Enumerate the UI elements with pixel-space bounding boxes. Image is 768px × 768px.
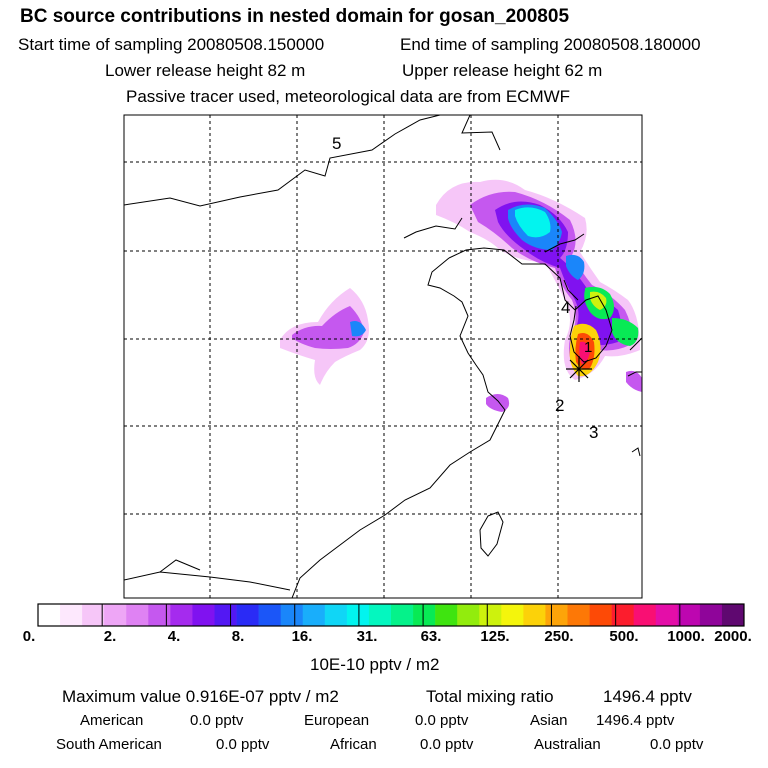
colorbar-swatch	[60, 604, 83, 626]
colorbar-tick: 2000.	[714, 628, 752, 645]
colorbar-swatch	[501, 604, 524, 626]
colorbar-swatch	[721, 604, 745, 626]
colorbar-swatch	[38, 604, 61, 626]
colorbar-swatch	[545, 604, 568, 626]
map-frame	[123, 114, 643, 599]
receptor-star-icon	[566, 356, 592, 382]
coastlines	[124, 115, 642, 598]
african-label: African	[330, 736, 377, 753]
colorbar-tick: 8.	[231, 628, 245, 645]
max-value-label: Maximum value 0.916E-07 pptv / m2	[62, 687, 339, 706]
colorbar-swatch	[324, 604, 348, 626]
graticule	[124, 115, 642, 598]
colorbar	[38, 604, 745, 626]
colorbar-swatch	[567, 604, 590, 626]
region-label-1: 1	[584, 339, 592, 356]
end-time-label: End time of sampling 20080508.180000	[400, 35, 701, 54]
colorbar-swatch	[699, 604, 723, 626]
colorbar-swatch	[280, 604, 304, 626]
colorbar-tick: 31.	[356, 628, 378, 645]
colorbar-swatch	[457, 604, 480, 626]
upper-release-height: Upper release height 62 m	[402, 61, 603, 80]
colorbar-swatch	[479, 604, 502, 626]
figure-title: BC source contributions in nested domain…	[20, 6, 570, 27]
colorbar-units: 10E-10 pptv / m2	[310, 655, 440, 674]
european-value: 0.0 pptv	[415, 712, 469, 729]
region-label-3: 3	[589, 423, 598, 442]
south-american-label: South American	[56, 736, 162, 753]
colorbar-swatch	[655, 604, 679, 626]
colorbar-swatch	[633, 604, 657, 626]
total-mixing-value: 1496.4 pptv	[603, 687, 692, 706]
region-label-2: 2	[555, 396, 564, 415]
plume-field	[280, 179, 642, 412]
colorbar-swatch	[214, 604, 237, 626]
colorbar-swatch	[258, 604, 281, 626]
european-label: European	[304, 712, 370, 729]
colorbar-swatch	[368, 604, 392, 626]
total-mixing-label: Total mixing ratio	[426, 687, 554, 706]
asian-label: Asian	[530, 712, 568, 729]
start-time-label: Start time of sampling 20080508.150000	[18, 35, 325, 54]
asian-value: 1496.4 pptv	[596, 712, 675, 729]
tracer-note: Passive tracer used, meteorological data…	[126, 87, 571, 106]
american-label: American	[80, 712, 144, 729]
colorbar-swatch	[192, 604, 215, 626]
colorbar-swatch	[346, 604, 370, 626]
colorbar-swatch	[82, 604, 105, 626]
colorbar-swatch	[104, 604, 127, 626]
australian-label: Australian	[534, 736, 601, 753]
colorbar-tick: 0.	[22, 628, 36, 645]
colorbar-swatch	[391, 604, 414, 626]
colorbar-swatch	[589, 604, 612, 626]
colorbar-tick: 1000.	[667, 628, 705, 645]
south-american-value: 0.0 pptv	[216, 736, 270, 753]
colorbar-swatch	[302, 604, 326, 626]
region-label-5: 5	[332, 134, 341, 153]
colorbar-swatch	[413, 604, 436, 626]
lower-release-height: Lower release height 82 m	[105, 61, 306, 80]
colorbar-swatch	[170, 604, 193, 626]
colorbar-swatch	[236, 604, 259, 626]
region-label-4: 4	[561, 298, 570, 317]
colorbar-tick: 500.	[609, 628, 639, 645]
colorbar-swatch	[523, 604, 546, 626]
colorbar-swatch	[435, 604, 458, 626]
colorbar-tick: 250.	[544, 628, 574, 645]
colorbar-tick: 63.	[420, 628, 442, 645]
colorbar-tick: 16.	[291, 628, 313, 645]
colorbar-swatch	[126, 604, 149, 626]
australian-value: 0.0 pptv	[650, 736, 704, 753]
colorbar-swatch	[677, 604, 701, 626]
colorbar-tick: 4.	[167, 628, 181, 645]
colorbar-frame	[37, 603, 745, 627]
colorbar-swatch	[148, 604, 171, 626]
colorbar-tick: 2.	[103, 628, 117, 645]
african-value: 0.0 pptv	[420, 736, 474, 753]
colorbar-tick: 125.	[480, 628, 510, 645]
colorbar-swatch	[611, 604, 634, 626]
american-value: 0.0 pptv	[190, 712, 244, 729]
